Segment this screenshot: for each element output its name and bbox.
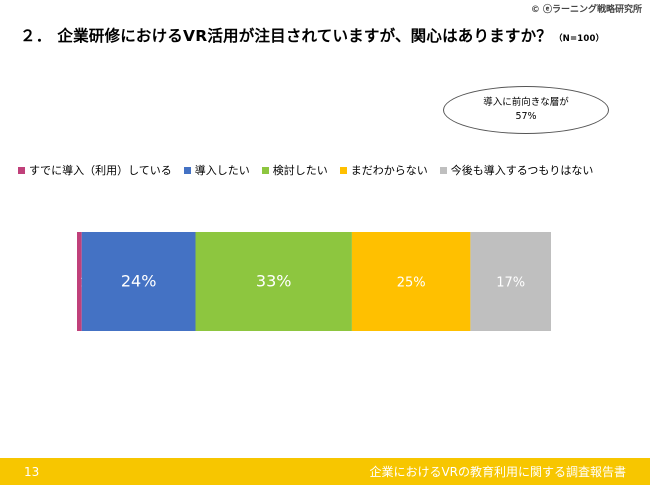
data-label: 25%	[397, 276, 426, 291]
legend-label: 導入したい	[194, 164, 250, 177]
legend-item: 今後も導入するつもりはない	[439, 162, 594, 178]
bar-segment	[470, 232, 551, 331]
callout-line2: 57%	[515, 111, 537, 122]
legend-label: すでに導入（利用）している	[29, 164, 172, 177]
legend-swatch	[439, 166, 447, 174]
sample-size: （N=100）	[553, 34, 605, 44]
title-text: 企業研修におけるVR活用が注目されていますが、関心はありますか？	[57, 27, 552, 45]
title-number: ２．	[20, 27, 52, 45]
page-title: ２． 企業研修におけるVR活用が注目されていますが、関心はありますか？ （N=100…	[20, 24, 604, 46]
data-label: 33%	[256, 272, 292, 291]
legend-item: まだわからない	[339, 162, 428, 178]
legend-item: 検討したい	[261, 162, 328, 178]
legend-item: 導入したい	[183, 162, 250, 178]
bar-segment	[81, 232, 196, 331]
callout-line1: 導入に前向きな層が	[483, 97, 569, 108]
legend-swatch	[261, 166, 269, 174]
data-label: 17%	[496, 276, 525, 291]
report-title: 企業におけるVRの教育利用に関する調査報告書	[369, 465, 626, 479]
legend-swatch	[339, 166, 347, 174]
legend-swatch	[183, 166, 191, 174]
callout-bubble: 導入に前向きな層が 57%	[443, 86, 609, 134]
legend-label: 検討したい	[272, 164, 328, 177]
legend-label: 今後も導入するつもりはない	[450, 164, 594, 177]
bar-segment	[351, 232, 471, 331]
legend-swatch	[18, 166, 25, 174]
chart-legend: すでに導入（利用）している 導入したい 検討したい まだわからない 今後も導入す…	[18, 162, 605, 178]
footer-bar: 13 企業におけるVRの教育利用に関する調査報告書	[0, 458, 650, 485]
legend-label: まだわからない	[350, 164, 428, 177]
copyright-notice: © ⓔラーニング戦略研究所	[530, 5, 642, 15]
bar-segment	[195, 232, 352, 331]
legend-item: すでに導入（利用）している	[18, 162, 172, 178]
page-number: 13	[24, 464, 40, 479]
bar-segment	[77, 232, 82, 331]
data-label: 24%	[121, 272, 157, 291]
